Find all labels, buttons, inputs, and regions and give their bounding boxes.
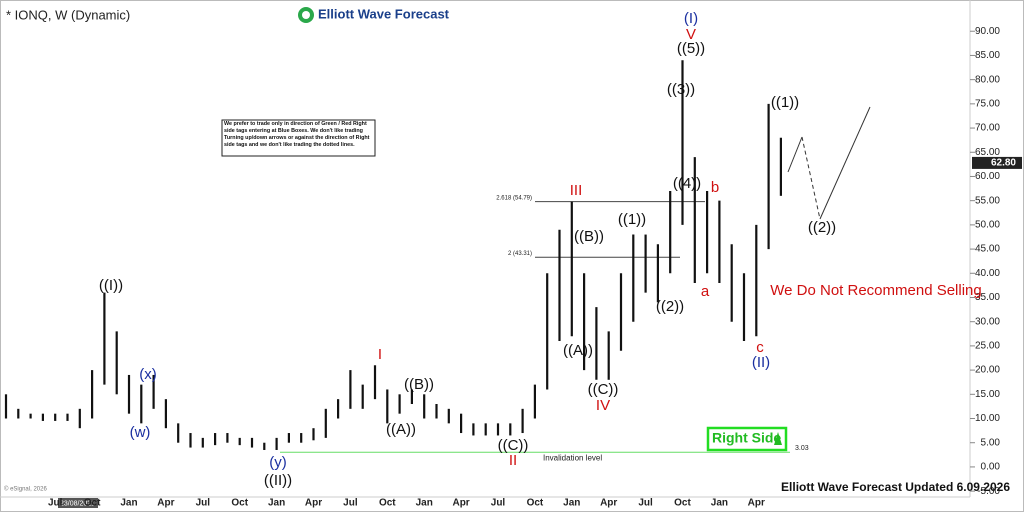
- level-label: 2.618 (54.79): [496, 195, 532, 201]
- wave-label: ((2)): [656, 298, 684, 315]
- y-tick-label: 5.00: [981, 437, 1001, 448]
- wave-label: (I): [684, 10, 698, 27]
- wave-label: III: [570, 182, 583, 199]
- wave-label: ((1)): [618, 211, 646, 228]
- last-price-label: 62.80: [991, 158, 1016, 169]
- wave-label: ((C)): [498, 437, 529, 454]
- right-side-arrow: [774, 432, 782, 445]
- projection-line: [787, 136, 803, 173]
- wave-label: ((II)): [264, 472, 292, 489]
- chart-title: * IONQ, W (Dynamic): [6, 7, 130, 22]
- wave-label: We Do Not Recommend Selling: [770, 282, 981, 299]
- x-tick-label: Jul: [491, 498, 506, 509]
- wave-label: ((B)): [404, 376, 434, 393]
- wave-label: (x): [139, 366, 157, 383]
- y-tick-label: 60.00: [975, 171, 1000, 182]
- wave-label: (II): [752, 354, 770, 371]
- y-tick-label: 50.00: [975, 220, 1000, 231]
- x-tick-label: Jan: [711, 498, 728, 509]
- x-tick-label: Jul: [638, 498, 653, 509]
- wave-label: ((I)): [99, 277, 123, 294]
- wave-label: ((B)): [574, 228, 604, 245]
- x-tick-label: Jan: [120, 498, 137, 509]
- logo-icon-inner: [302, 11, 310, 19]
- y-tick-label: 45.00: [975, 244, 1000, 255]
- y-tick-label: 80.00: [975, 74, 1000, 85]
- wave-label: c: [756, 339, 764, 356]
- y-tick-label: 90.00: [975, 26, 1000, 37]
- date-box: [58, 498, 98, 508]
- note-box-text: We prefer to trade only in direction of …: [224, 121, 370, 148]
- y-tick-label: 20.00: [975, 365, 1000, 376]
- wave-label: (y): [269, 454, 287, 471]
- y-tick-label: 0.00: [981, 462, 1001, 473]
- x-tick-label: Oct: [231, 498, 248, 509]
- x-tick-label: Jul: [48, 498, 63, 509]
- wave-label: V: [686, 26, 696, 43]
- wave-label: ((C)): [588, 381, 619, 398]
- note-box-text-wrap: We prefer to trade only in direction of …: [224, 121, 370, 148]
- y-tick-label: 15.00: [975, 389, 1000, 400]
- y-tick-label: 25.00: [975, 341, 1000, 352]
- y-tick-label: 85.00: [975, 50, 1000, 61]
- projection-line: [819, 106, 871, 220]
- wave-label: b: [711, 179, 719, 196]
- wave-label: ((A)): [386, 421, 416, 438]
- wave-label: ((1)): [771, 94, 799, 111]
- wave-label: ((4)): [673, 175, 701, 192]
- wave-label: II: [509, 452, 517, 469]
- y-tick-label: 30.00: [975, 316, 1000, 327]
- wave-label: IV: [596, 397, 610, 414]
- date-box-text: 23/08/2021: [60, 500, 95, 507]
- brand: Elliott Wave Forecast: [318, 6, 450, 21]
- level-note: Invalidation level: [543, 453, 602, 462]
- footer: Elliott Wave Forecast Updated 6.09.2026: [781, 480, 1010, 494]
- level-label: 3.03: [795, 445, 809, 452]
- last-price-tag: [972, 156, 1022, 169]
- wave-label: ((A)): [563, 342, 593, 359]
- wave-label: I: [378, 346, 382, 363]
- x-tick-label: Jan: [563, 498, 580, 509]
- x-tick-label: Apr: [600, 498, 617, 509]
- note-box: [221, 119, 376, 157]
- y-tick-label: 35.00: [975, 292, 1000, 303]
- wave-label: (w): [130, 424, 151, 441]
- x-tick-label: Apr: [748, 498, 765, 509]
- x-tick-label: Jul: [343, 498, 358, 509]
- x-tick-label: Oct: [674, 498, 691, 509]
- x-tick-label: Apr: [157, 498, 174, 509]
- x-tick-label: Oct: [527, 498, 544, 509]
- y-tick-label: 65.00: [975, 147, 1000, 158]
- x-tick-label: Jan: [268, 498, 285, 509]
- y-tick-label: 75.00: [975, 98, 1000, 109]
- copyright: © eSignal, 2026: [4, 486, 47, 493]
- level-label: 2 (43.31): [508, 251, 532, 257]
- x-tick-label: Apr: [305, 498, 322, 509]
- y-tick-label: 55.00: [975, 195, 1000, 206]
- x-tick-label: Apr: [452, 498, 469, 509]
- y-tick-label: 10.00: [975, 413, 1000, 424]
- wave-label: ((5)): [677, 40, 705, 57]
- right-side-box: [706, 426, 788, 452]
- wave-label: ((2)): [808, 219, 836, 236]
- y-tick-label: -5.00: [977, 486, 1000, 497]
- x-tick-label: Oct: [379, 498, 396, 509]
- x-tick-label: Oct: [84, 498, 101, 509]
- x-tick-label: Jan: [416, 498, 433, 509]
- y-tick-label: 40.00: [975, 268, 1000, 279]
- wave-label: a: [701, 283, 710, 300]
- y-tick-label: 70.00: [975, 123, 1000, 134]
- right-side-tag: Right Side: [712, 430, 781, 446]
- wave-label: ((3)): [667, 81, 695, 98]
- x-tick-label: Jul: [196, 498, 211, 509]
